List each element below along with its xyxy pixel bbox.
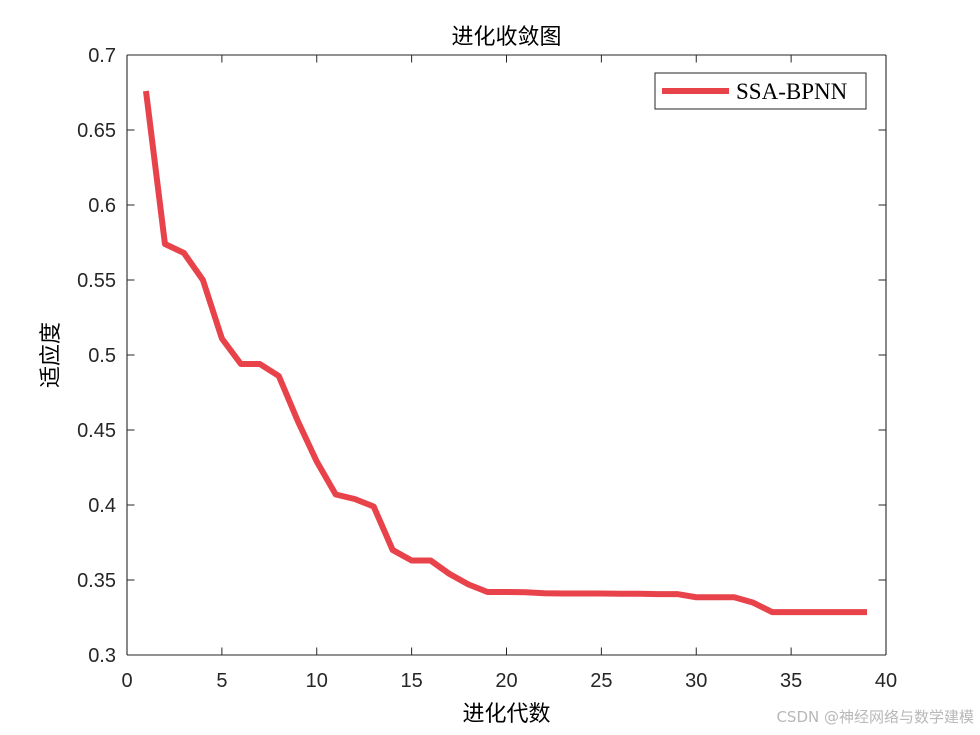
y-axis-label: 适应度 xyxy=(39,322,64,388)
x-tick-label: 40 xyxy=(875,670,897,692)
x-axis-label: 进化代数 xyxy=(462,702,550,727)
y-tick-label: 0.65 xyxy=(77,120,116,142)
legend-box xyxy=(654,72,867,110)
y-tick-label: 0.3 xyxy=(88,645,116,667)
legend-label: SSA-BPNN xyxy=(736,79,848,104)
x-tick-label: 5 xyxy=(216,670,227,692)
y-tick-label: 0.5 xyxy=(88,345,116,367)
plot-area xyxy=(127,55,886,655)
x-tick-label: 20 xyxy=(495,670,517,692)
x-tick-label: 0 xyxy=(121,670,132,692)
x-tick-label: 35 xyxy=(780,670,802,692)
x-tick-label: 15 xyxy=(401,670,423,692)
watermark-text: CSDN @神经网络与数学建模 xyxy=(776,708,974,726)
y-tick-label: 0.45 xyxy=(77,420,116,442)
series-line-ssa-bpnn xyxy=(142,90,868,616)
x-tick-label: 10 xyxy=(306,670,328,692)
y-tick-label: 0.35 xyxy=(77,570,116,592)
y-tick-label: 0.6 xyxy=(88,195,116,217)
y-tick-label: 0.4 xyxy=(88,495,116,517)
chart-title: 进化收敛图 xyxy=(451,25,561,50)
y-tick-label: 0.55 xyxy=(77,270,116,292)
x-tick-label: 30 xyxy=(685,670,707,692)
y-tick-label: 0.7 xyxy=(88,45,116,67)
x-tick-label: 25 xyxy=(590,670,612,692)
